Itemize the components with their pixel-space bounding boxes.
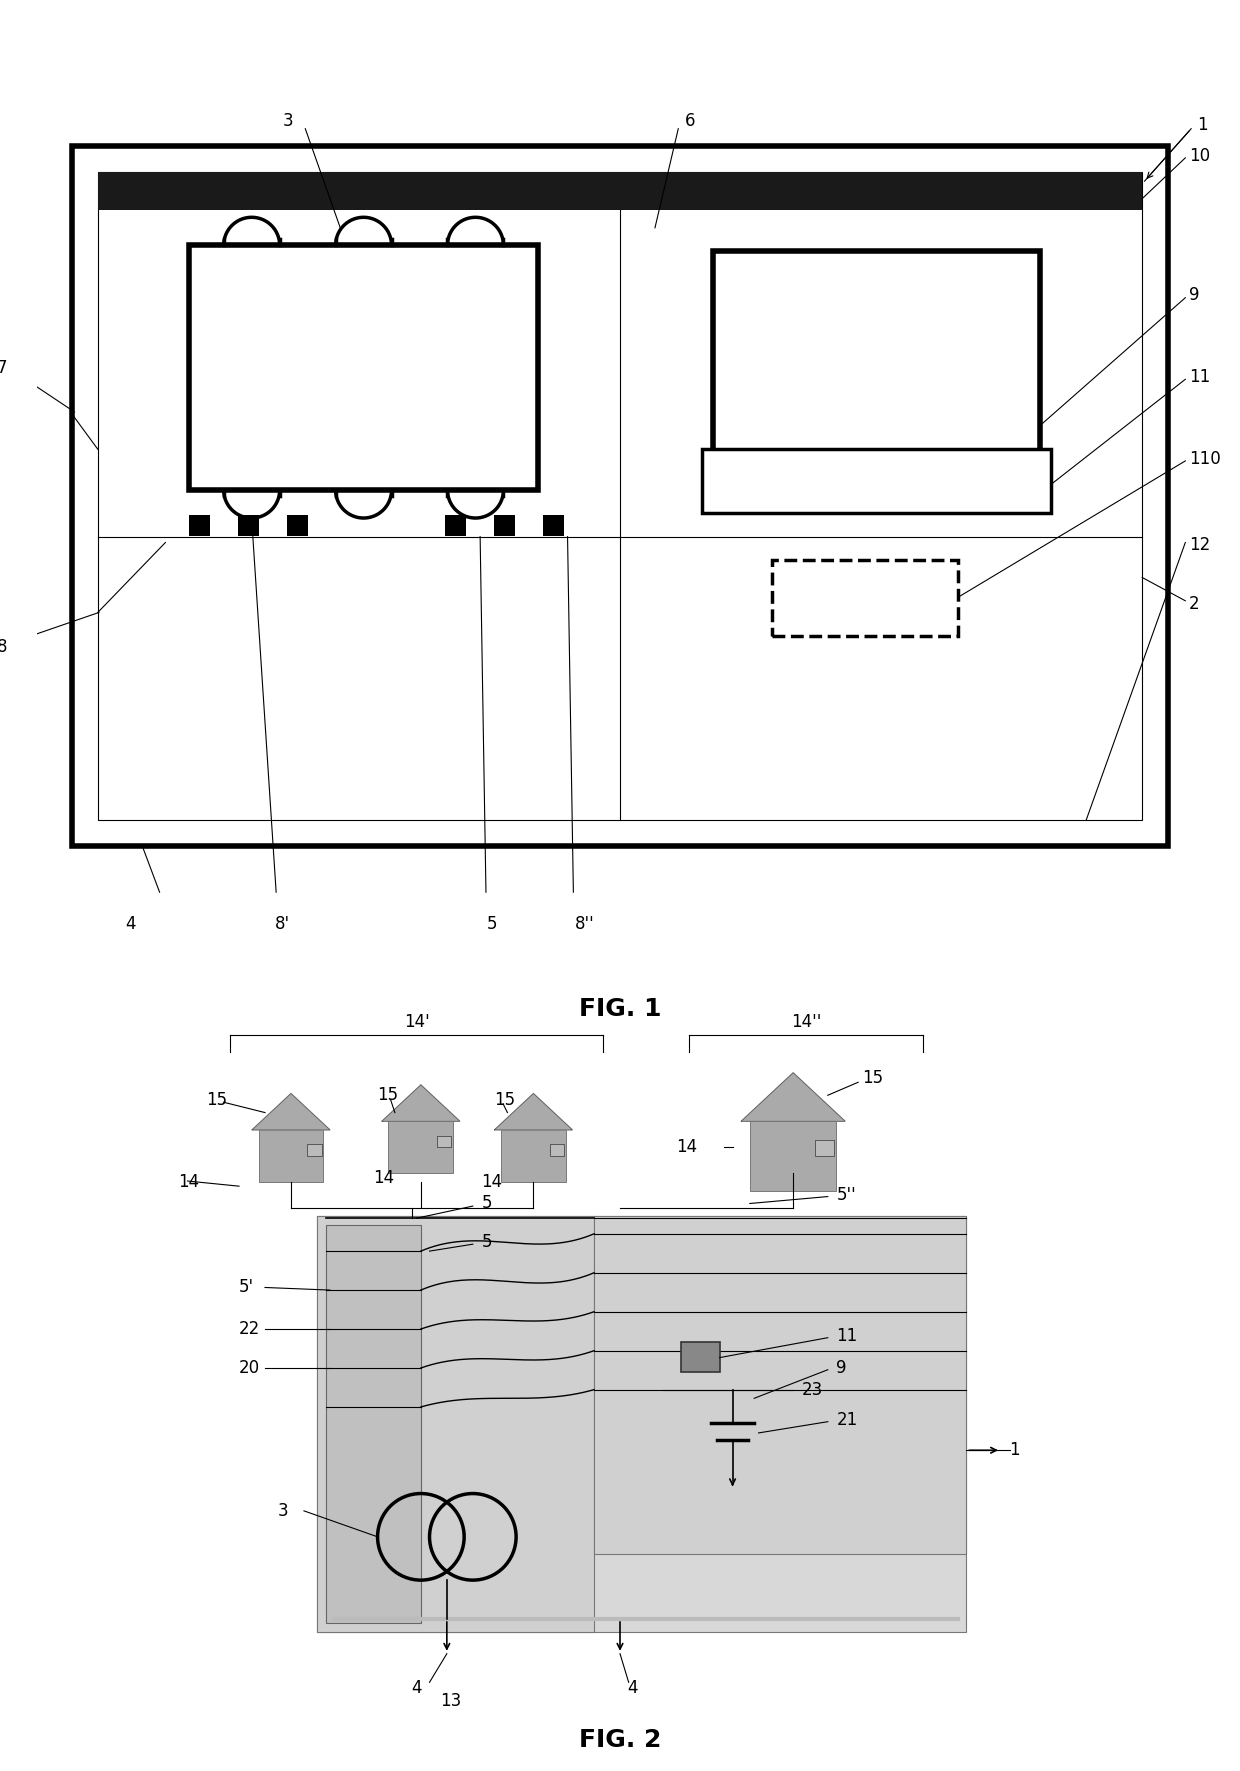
Text: 7: 7 (0, 360, 7, 377)
Text: 6: 6 (684, 112, 696, 129)
Text: 14'': 14'' (791, 1013, 821, 1031)
Text: 9: 9 (1189, 287, 1199, 305)
Bar (326, 1226, 420, 1624)
Text: 8': 8' (274, 916, 289, 933)
Text: 14: 14 (481, 1172, 502, 1190)
Bar (317, 1217, 594, 1633)
Bar (238, 515, 259, 535)
Text: 10: 10 (1189, 147, 1210, 165)
Text: 8: 8 (0, 638, 7, 657)
Text: 15: 15 (495, 1091, 516, 1109)
Text: 12: 12 (1189, 537, 1210, 554)
Polygon shape (382, 1086, 460, 1121)
Bar (549, 1144, 564, 1156)
Text: 11: 11 (837, 1326, 858, 1344)
Text: 3: 3 (278, 1502, 289, 1520)
Polygon shape (742, 1073, 846, 1121)
Text: 22: 22 (239, 1319, 260, 1339)
Bar (98, 172, 1142, 211)
Text: 9: 9 (837, 1358, 847, 1378)
Text: 20: 20 (239, 1358, 260, 1378)
Bar (713, 251, 1039, 473)
Text: 4: 4 (627, 1679, 639, 1697)
Text: 14: 14 (179, 1172, 200, 1190)
Bar (815, 1141, 833, 1156)
Bar (771, 560, 959, 636)
Text: 110: 110 (1189, 450, 1220, 468)
Text: 14': 14' (404, 1013, 429, 1031)
Bar (317, 1217, 966, 1633)
Text: 5: 5 (486, 916, 497, 933)
Bar (543, 515, 564, 535)
Text: 13: 13 (440, 1693, 461, 1711)
Text: 3: 3 (283, 112, 293, 129)
Bar (494, 515, 515, 535)
Bar (445, 515, 466, 535)
Text: 21: 21 (837, 1411, 858, 1429)
Text: 5: 5 (481, 1233, 492, 1252)
Bar (702, 450, 1052, 514)
Bar (286, 515, 308, 535)
Text: FIG. 2: FIG. 2 (579, 1728, 661, 1752)
Text: 2: 2 (1189, 595, 1199, 613)
Text: 1: 1 (1197, 117, 1208, 135)
Bar (188, 244, 538, 491)
Text: 8'': 8'' (575, 916, 595, 933)
Text: 4: 4 (125, 916, 135, 933)
Text: 15: 15 (377, 1086, 399, 1105)
Bar (501, 1130, 565, 1181)
Polygon shape (252, 1093, 330, 1130)
Bar (750, 1121, 837, 1190)
Bar (388, 1121, 454, 1172)
Text: 11: 11 (1189, 368, 1210, 386)
Text: 14: 14 (373, 1169, 394, 1187)
Polygon shape (495, 1093, 573, 1130)
Text: 5': 5' (239, 1279, 254, 1296)
Text: 1: 1 (1009, 1442, 1021, 1459)
Text: 23: 23 (802, 1381, 823, 1399)
Text: 5: 5 (481, 1194, 492, 1213)
Bar (436, 1135, 451, 1148)
Bar (308, 1144, 321, 1156)
Bar (188, 515, 210, 535)
Text: 4: 4 (412, 1679, 422, 1697)
Bar (72, 147, 1168, 845)
Text: FIG. 1: FIG. 1 (579, 997, 661, 1020)
Text: 15: 15 (206, 1091, 227, 1109)
Bar (681, 1342, 719, 1373)
Bar (594, 1217, 966, 1555)
Bar (258, 1130, 324, 1181)
Text: 5'': 5'' (837, 1187, 856, 1204)
Bar (98, 172, 1142, 820)
Text: 15: 15 (863, 1070, 884, 1087)
Text: 14: 14 (676, 1139, 697, 1156)
